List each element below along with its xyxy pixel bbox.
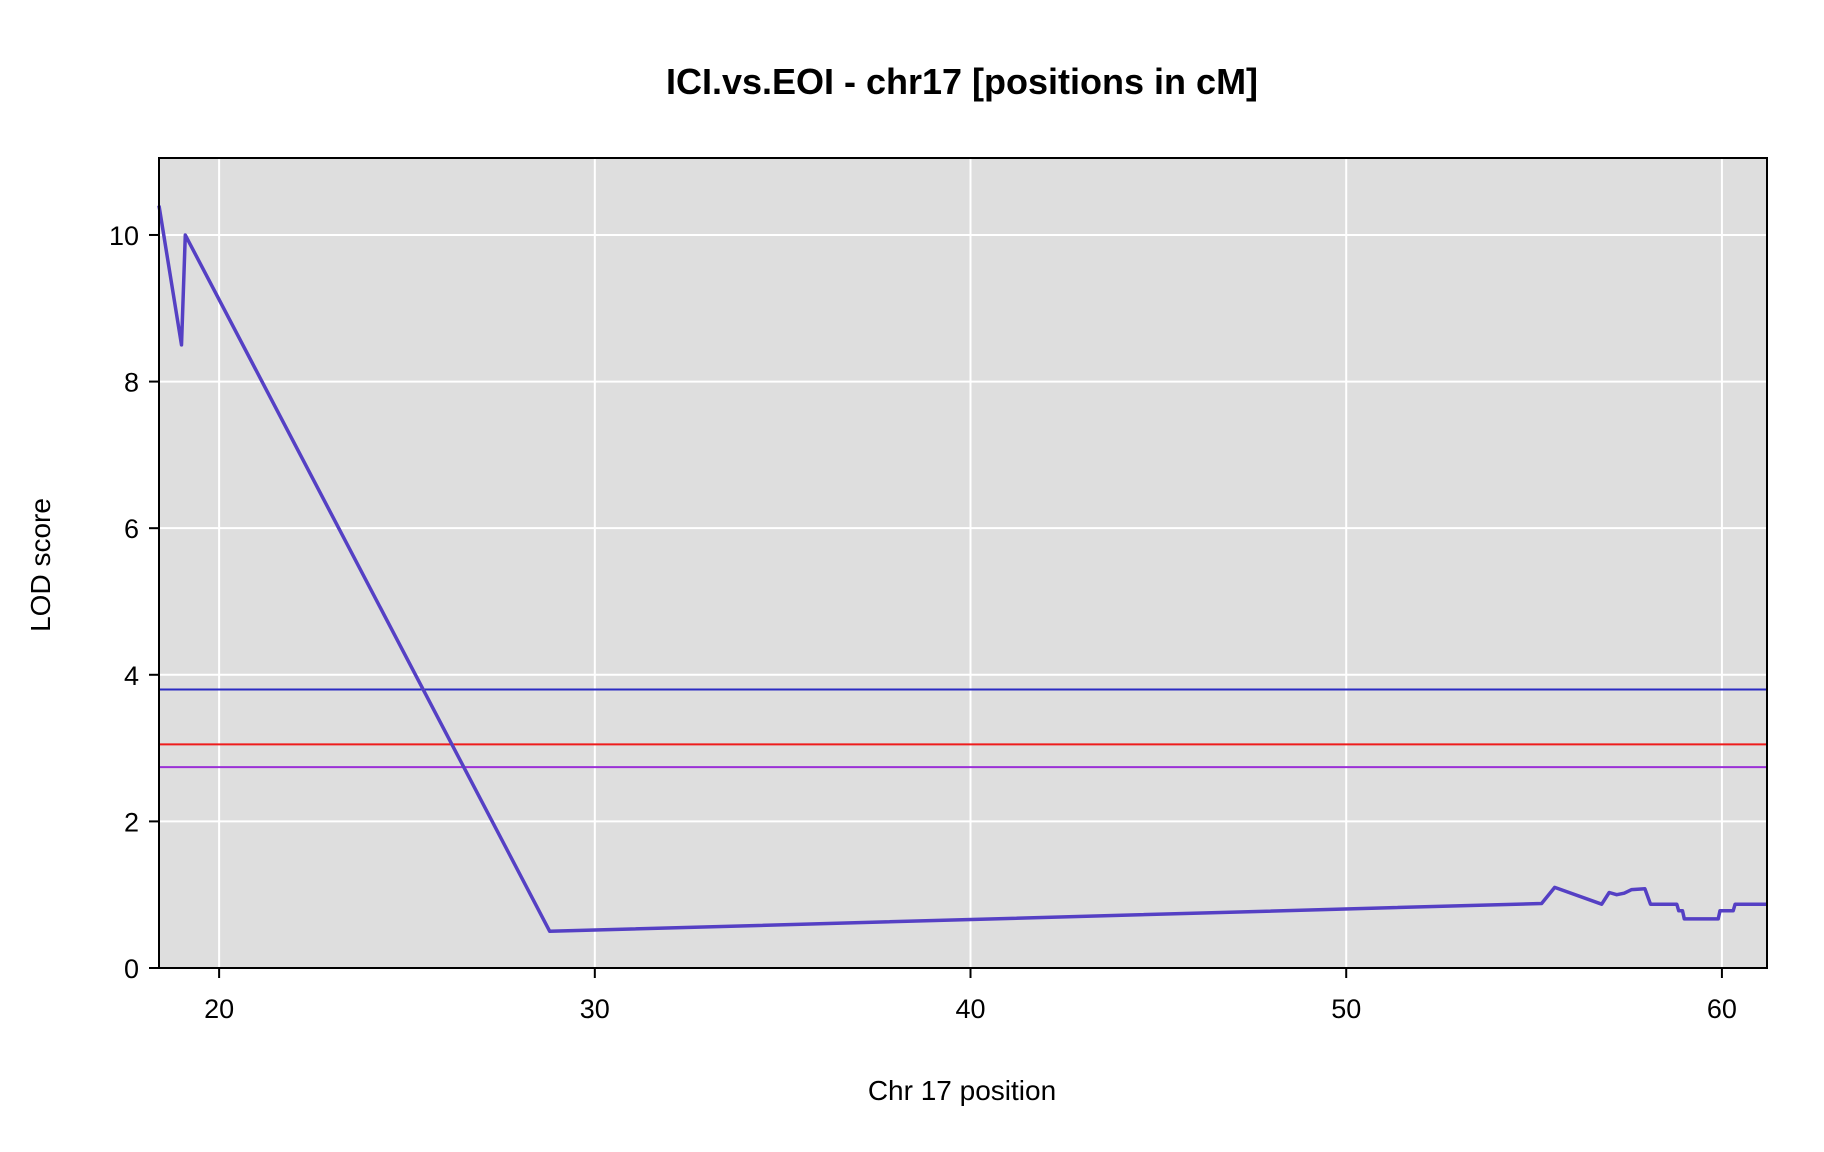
- y-tick-label: 8: [124, 368, 139, 398]
- lod-series-line: [157, 205, 1767, 934]
- grid-lines: [159, 158, 1767, 969]
- x-tick-label: 60: [1707, 994, 1737, 1024]
- y-tick-label: 4: [124, 661, 139, 691]
- x-tick-label: 50: [1331, 994, 1361, 1024]
- plot-frame: [158, 157, 1768, 969]
- plot-background: [159, 158, 1767, 968]
- y-tick-label: 6: [124, 514, 139, 544]
- threshold-lines: [159, 688, 1767, 769]
- x-tick-label: 40: [955, 994, 985, 1024]
- x-axis-ticks: 20 30 40 50 60: [204, 968, 1737, 1024]
- y-tick-label: 10: [109, 221, 139, 251]
- chart-title: ICI.vs.EOI - chr17 [positions in cM]: [666, 61, 1258, 102]
- y-tick-label: 0: [124, 954, 139, 984]
- x-tick-label: 20: [204, 994, 234, 1024]
- y-axis-label: LOD score: [25, 498, 56, 632]
- x-axis-label: Chr 17 position: [868, 1075, 1056, 1106]
- series-layer: [157, 205, 1767, 934]
- x-tick-label: 30: [580, 994, 610, 1024]
- y-tick-label: 2: [124, 807, 139, 837]
- y-axis-ticks: 0 2 4 6 8 10: [109, 221, 159, 984]
